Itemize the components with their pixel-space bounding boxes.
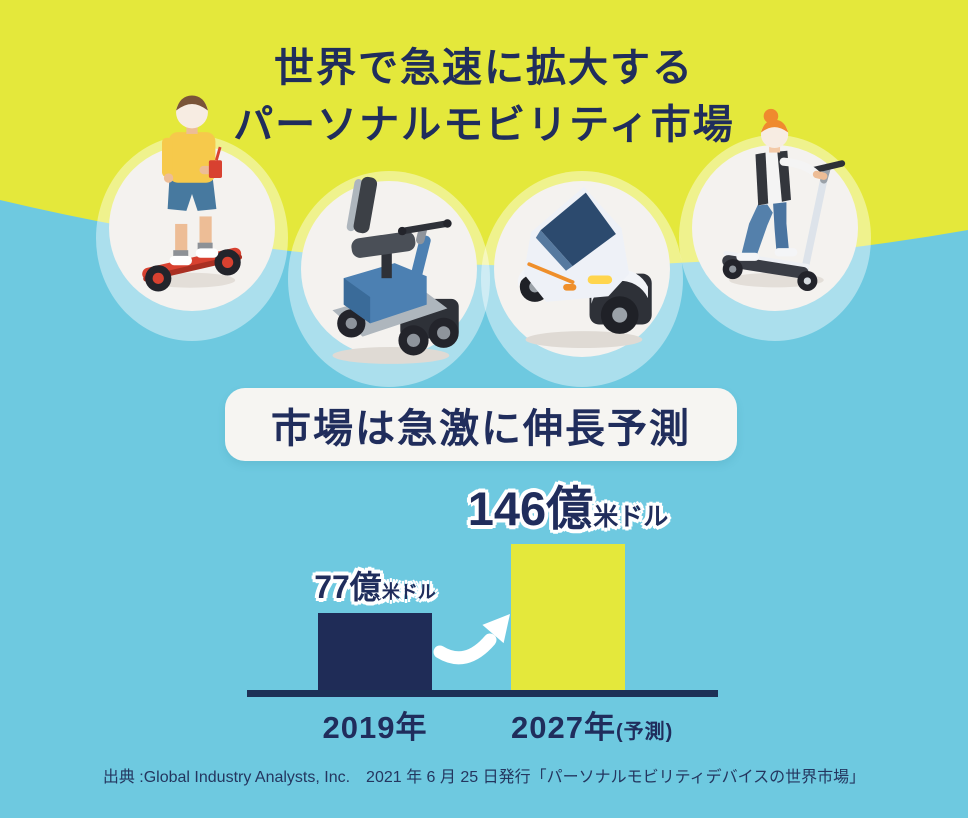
mobility-scooter-illustration bbox=[332, 176, 459, 364]
value-oku: 億 bbox=[546, 482, 594, 535]
device-circle-micro-ev bbox=[481, 171, 683, 387]
page-title-line2: パーソナルモビリティ市場 bbox=[233, 102, 735, 147]
device-circle-mobility-scooter bbox=[288, 171, 490, 387]
value-number: 146 bbox=[467, 482, 547, 535]
value-currency: 米ドル bbox=[593, 503, 669, 531]
bar-group-2019: 77億米ドル bbox=[314, 571, 436, 690]
value-oku: 億 bbox=[349, 569, 382, 605]
bar-group-2027: 146億米ドル bbox=[468, 485, 668, 690]
bar-2019 bbox=[318, 613, 432, 690]
year-note: (予測) bbox=[615, 721, 674, 743]
source-citation: 出典 :Global Industry Analysts, Inc. 2021 … bbox=[102, 769, 866, 786]
hoverboard-rider-illustration bbox=[142, 95, 243, 292]
value-label-2019: 77億米ドル bbox=[314, 571, 436, 603]
category-label-2019: 2019年 bbox=[318, 702, 432, 747]
micro-ev-illustration bbox=[517, 186, 652, 349]
bar-2027 bbox=[511, 544, 625, 690]
year-text: 2019年 bbox=[322, 710, 428, 745]
device-circle-kick-scooter bbox=[679, 108, 871, 341]
value-number: 77 bbox=[314, 569, 350, 605]
page-title-line1: 世界で急速に拡大する bbox=[274, 46, 694, 90]
year-text: 2027年 bbox=[511, 710, 616, 745]
chart-heading-pill: 市場は急激に伸長予測 bbox=[225, 388, 737, 461]
growth-arrow-icon bbox=[433, 614, 510, 665]
device-circle-hoverboard bbox=[96, 95, 288, 341]
value-label-2027: 146億米ドル bbox=[468, 485, 668, 532]
kick-scooter-rider-illustration bbox=[722, 108, 846, 291]
value-currency: 米ドル bbox=[381, 582, 436, 602]
chart-heading-text: 市場は急激に伸長予測 bbox=[271, 406, 691, 451]
page-title: 世界で急速に拡大する パーソナルモビリティ市場 bbox=[0, 40, 968, 154]
chart-axis-line bbox=[247, 690, 718, 697]
category-label-2027: 2027年(予測) bbox=[511, 702, 672, 747]
